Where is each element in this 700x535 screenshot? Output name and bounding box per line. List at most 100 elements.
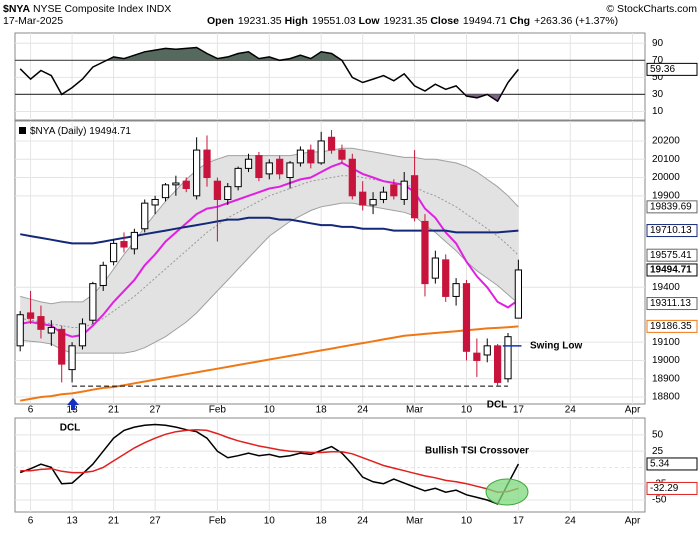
price-frame bbox=[14, 120, 646, 405]
candle-body bbox=[224, 186, 232, 200]
tsi-plot bbox=[15, 418, 645, 512]
y-tick-label: 50 bbox=[652, 72, 664, 83]
last-value-box bbox=[646, 297, 698, 311]
candle-body bbox=[244, 158, 253, 169]
x-tick-label: 10 bbox=[264, 405, 276, 416]
last-value-box bbox=[646, 224, 698, 238]
candle-body bbox=[255, 155, 263, 179]
stats: Open 19231.35 High 19551.03 Low 19231.35 Cl… bbox=[207, 15, 618, 27]
candle-body bbox=[172, 182, 180, 186]
swing-low-label: Swing Low bbox=[530, 340, 582, 351]
symbol: $NYA bbox=[3, 3, 30, 15]
candle-body bbox=[462, 283, 471, 352]
y-tick-label: 50 bbox=[652, 430, 664, 441]
x-tick-label: 13 bbox=[67, 405, 79, 416]
candle-body bbox=[37, 316, 45, 330]
candle-body bbox=[213, 180, 222, 200]
candle-body bbox=[151, 198, 159, 206]
y-tick-label: 10 bbox=[652, 106, 664, 117]
last-value-box bbox=[646, 62, 698, 76]
rsi-frame bbox=[14, 32, 646, 121]
stat-label: Close bbox=[430, 15, 459, 27]
x-tick-label: 21 bbox=[108, 405, 120, 416]
x-tick-label: 24 bbox=[357, 405, 369, 416]
y-tick-label: 19400 bbox=[652, 282, 680, 293]
stat-value: 19551.03 bbox=[312, 15, 356, 27]
last-value-label: 19311.13 bbox=[650, 298, 691, 309]
y-tick-label: 20200 bbox=[652, 136, 680, 147]
dcl-label: DCL bbox=[487, 400, 508, 411]
candle-body bbox=[161, 184, 170, 199]
overlay-line bbox=[20, 216, 519, 245]
x-tick-label: Apr bbox=[625, 516, 641, 527]
last-value-box bbox=[646, 200, 698, 214]
dcl-arrow bbox=[67, 398, 79, 410]
x-tick-label: Feb bbox=[209, 516, 227, 527]
overlay-line bbox=[20, 325, 519, 402]
date: 17-Mar-2025 bbox=[3, 15, 63, 27]
candle-body bbox=[265, 162, 273, 175]
candle-body bbox=[89, 283, 97, 321]
last-value-box bbox=[646, 319, 698, 333]
dcl-label: DCL bbox=[60, 423, 81, 434]
candle-body bbox=[47, 327, 55, 334]
candle-body bbox=[109, 242, 118, 263]
last-value-label: 5.34 bbox=[650, 459, 670, 470]
copyright: © StockCharts.com bbox=[606, 3, 697, 15]
candle-body bbox=[130, 231, 138, 250]
band-middle bbox=[20, 175, 519, 328]
candle-body bbox=[338, 149, 346, 160]
tsi-frame bbox=[14, 417, 646, 513]
x-tick-label: 6 bbox=[28, 516, 34, 527]
candle-body bbox=[317, 140, 325, 164]
candle-body bbox=[120, 241, 128, 248]
last-value-label: 19494.71 bbox=[650, 265, 692, 276]
last-value-label: 19575.41 bbox=[650, 250, 692, 261]
band-fill bbox=[20, 148, 519, 354]
x-tick-label: 10 bbox=[461, 405, 473, 416]
x-tick-label: 27 bbox=[150, 516, 162, 527]
stat-label: High bbox=[285, 15, 308, 27]
rsi-plot bbox=[15, 33, 645, 120]
candle-body bbox=[234, 167, 242, 188]
price-plot bbox=[15, 121, 645, 404]
y-tick-label: 30 bbox=[652, 89, 664, 100]
candle-body bbox=[410, 175, 419, 219]
stat-value: 19231.35 bbox=[238, 15, 282, 27]
x-tick-label: Mar bbox=[406, 405, 424, 416]
legend-label: $NYA (Daily) bbox=[30, 126, 87, 137]
y-tick-label: 25 bbox=[652, 446, 664, 457]
candle-body bbox=[494, 345, 502, 383]
x-tick-label: 10 bbox=[264, 516, 276, 527]
header: $NYA NYSE Composite Index INDX © StockCh… bbox=[3, 3, 697, 27]
y-tick-label: 70 bbox=[652, 55, 664, 66]
candle-body bbox=[514, 269, 522, 319]
candle-body bbox=[400, 180, 408, 200]
candle-body bbox=[473, 352, 481, 361]
index-name: NYSE Composite Index bbox=[33, 3, 144, 15]
stat-value: 19231.35 bbox=[384, 15, 428, 27]
candle-body bbox=[452, 283, 460, 297]
x-tick-label: 10 bbox=[461, 516, 473, 527]
candle-body bbox=[286, 162, 294, 179]
last-value-label: 59.36 bbox=[650, 64, 675, 75]
legend: $NYA (Daily) 19494.71 bbox=[30, 126, 131, 137]
candle-body bbox=[276, 158, 284, 175]
x-tick-label: 24 bbox=[565, 516, 577, 527]
candle-body bbox=[58, 328, 66, 365]
candle-body bbox=[483, 345, 491, 356]
candle-body bbox=[504, 336, 512, 380]
x-tick-label: 24 bbox=[357, 516, 369, 527]
x-tick-label: 24 bbox=[565, 405, 577, 416]
x-tick-label: 27 bbox=[150, 405, 162, 416]
band-lower bbox=[20, 202, 519, 354]
x-tick-label: 17 bbox=[513, 516, 525, 527]
x-tick-label: Feb bbox=[209, 405, 227, 416]
candle-body bbox=[203, 149, 211, 179]
candle-body bbox=[379, 191, 388, 200]
x-tick-label: 17 bbox=[513, 405, 525, 416]
y-tick-label: 18800 bbox=[652, 392, 680, 403]
candle-body bbox=[193, 149, 201, 197]
